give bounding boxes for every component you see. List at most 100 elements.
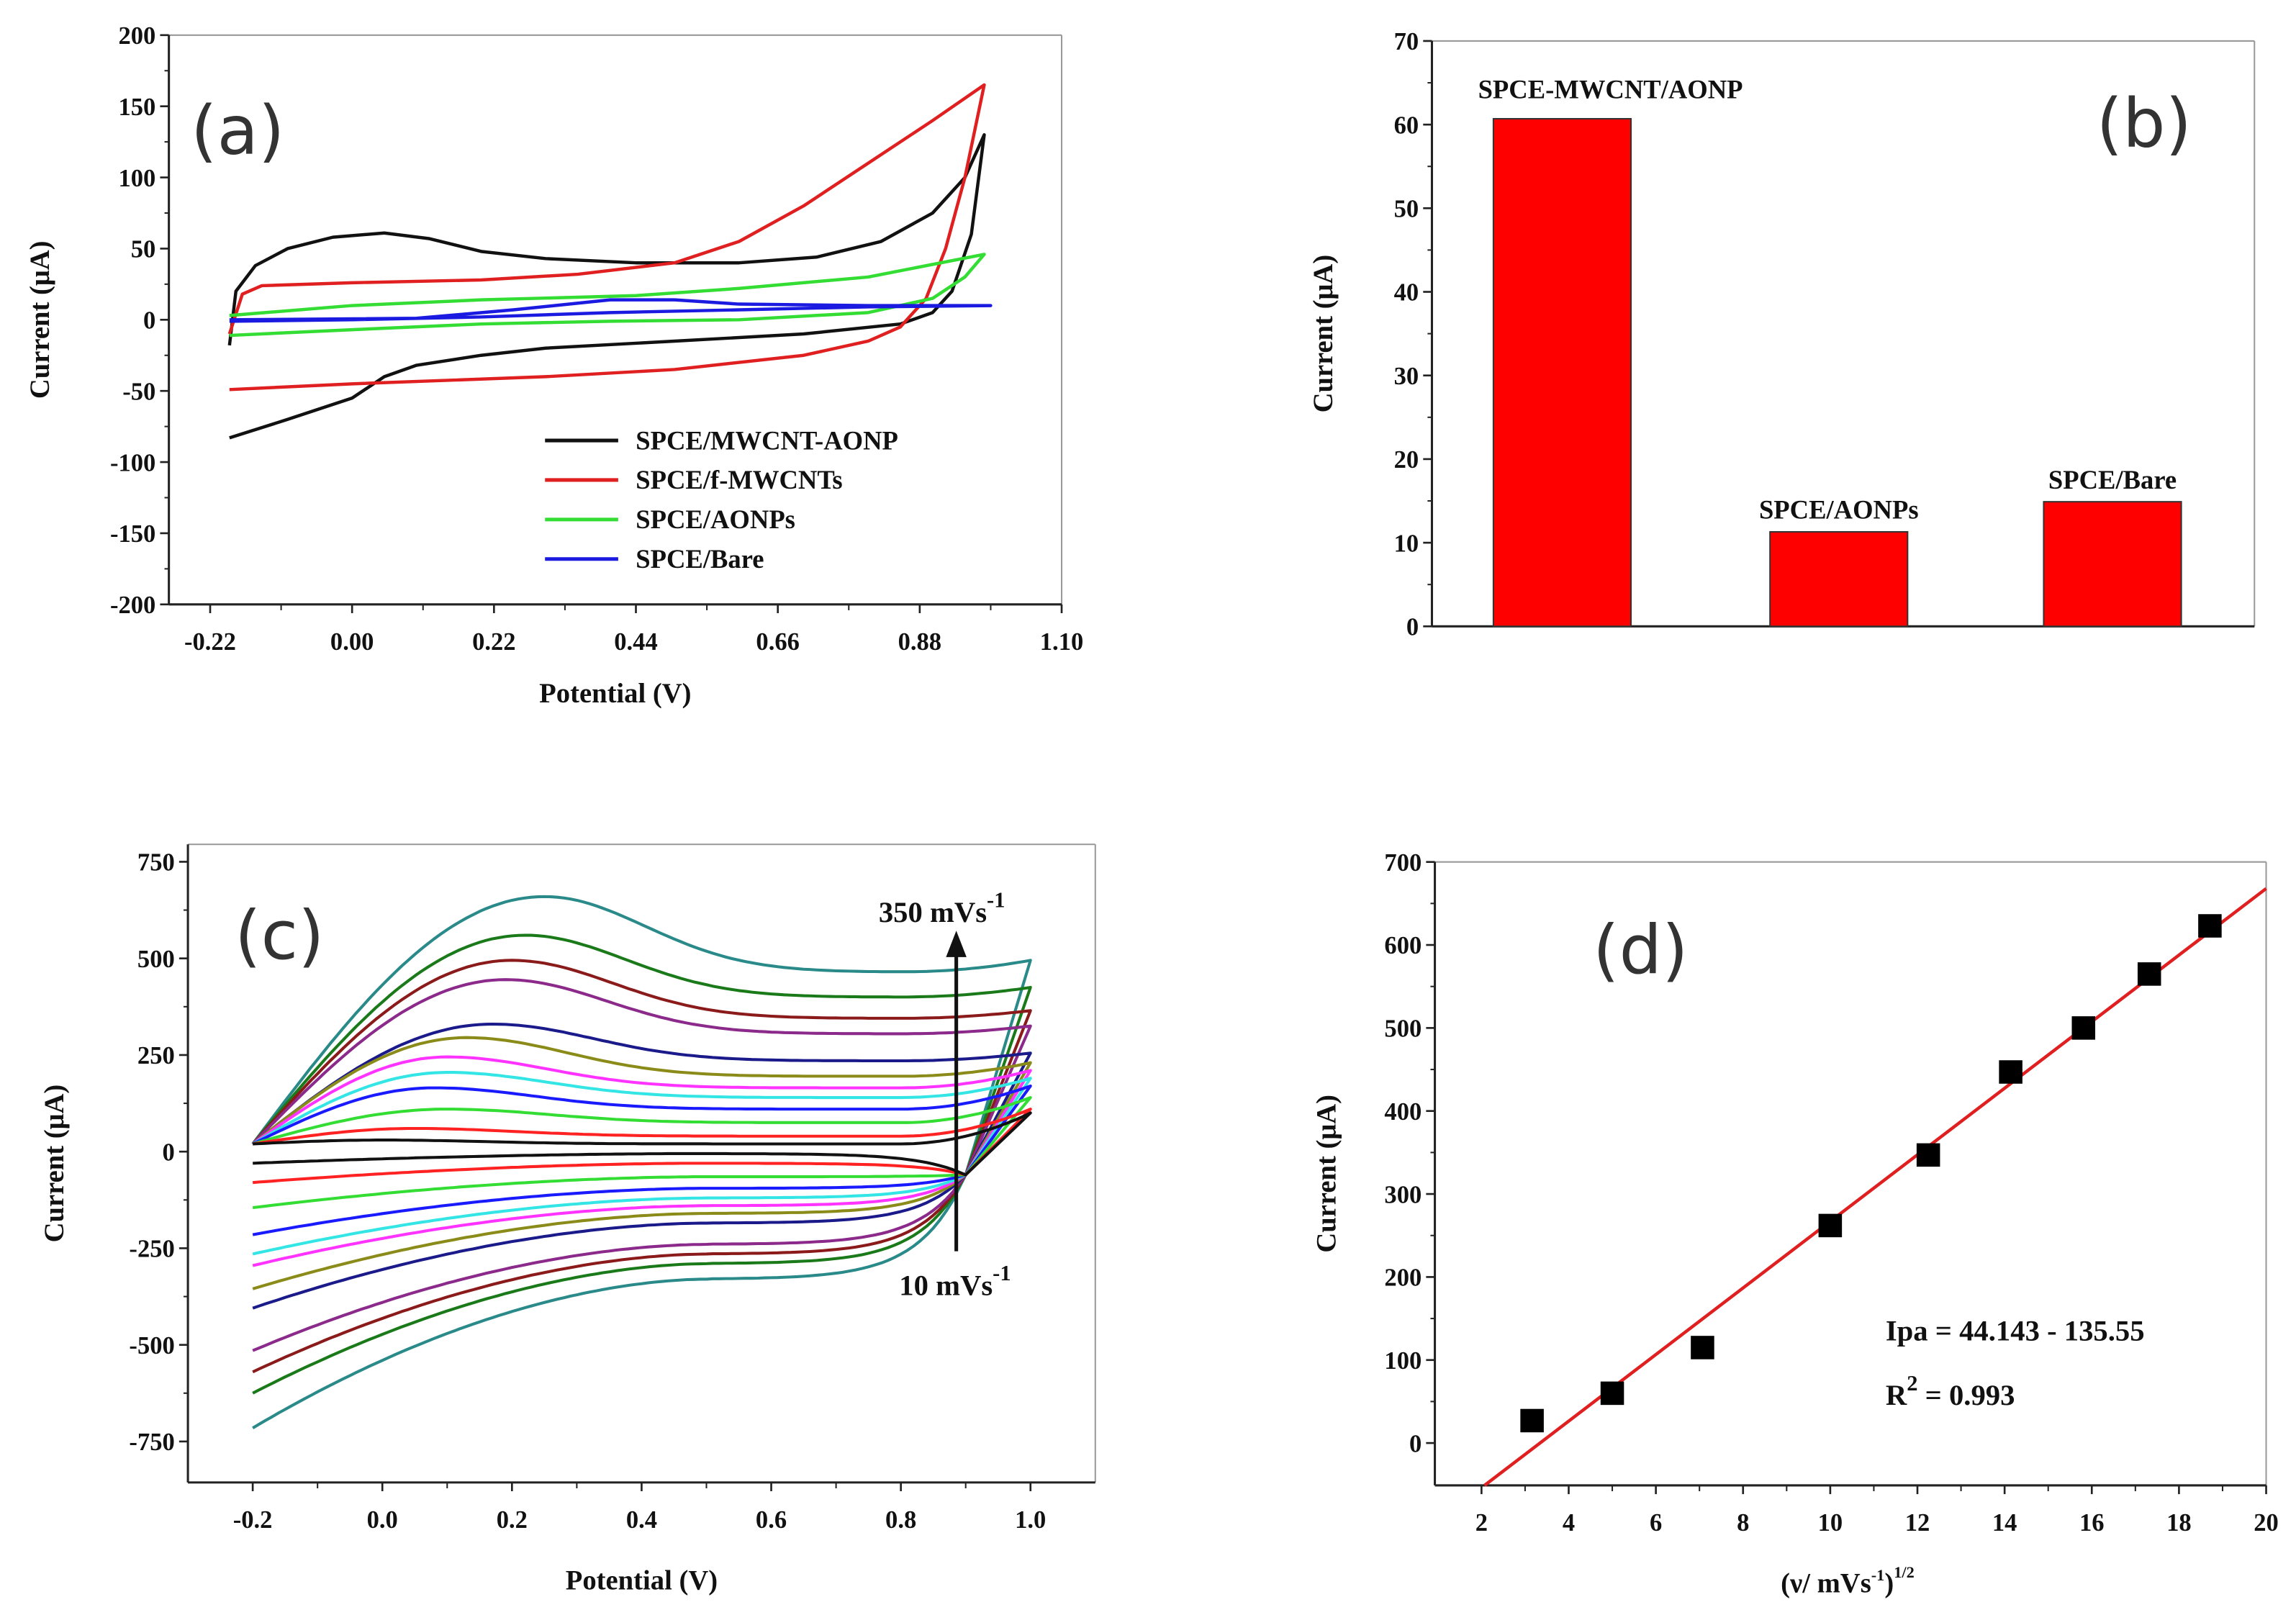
r2-superscript: 2 bbox=[1907, 1371, 1917, 1395]
y-tick-label: 600 bbox=[1384, 932, 1422, 959]
x-tick-label: 0.6 bbox=[756, 1506, 787, 1534]
y-tick-label: 20 bbox=[1394, 446, 1419, 474]
y-axis-label: Current (μA) bbox=[1309, 255, 1339, 413]
y-tick-label: 200 bbox=[119, 22, 156, 50]
y-tick-label: 250 bbox=[137, 1042, 175, 1069]
x-tick-label: 14 bbox=[1992, 1509, 2017, 1537]
y-tick-label: -100 bbox=[110, 449, 155, 476]
y-tick-label: 150 bbox=[119, 94, 156, 121]
annotation-text: 350 mVs bbox=[879, 896, 987, 928]
annotation-text: 10 mVs bbox=[899, 1270, 993, 1302]
y-tick-label: 400 bbox=[1384, 1098, 1422, 1126]
y-tick-label: 0 bbox=[143, 307, 155, 335]
y-axis-label: Current (μA) bbox=[40, 1085, 70, 1243]
y-tick-label: -750 bbox=[129, 1429, 174, 1456]
panel-d-linear-fit: 0 100 200 300 400 500 600 700 2 4 6 8 10 12 14 16 18 20 Cu… bbox=[1311, 849, 2279, 1598]
x-axis-label: Potential (V) bbox=[539, 679, 691, 709]
data-point bbox=[1999, 1060, 2022, 1084]
cv-curve-8 bbox=[252, 1071, 1032, 1256]
panel-label: (d) bbox=[1593, 911, 1688, 990]
x-tick-label: 4 bbox=[1563, 1509, 1575, 1537]
x-axis-label: (ν/ mVs-1)1/2 bbox=[1781, 1563, 1915, 1598]
y-tick-label: -250 bbox=[129, 1236, 174, 1263]
cv-curve-11 bbox=[252, 1108, 1032, 1185]
y-tick-label: -200 bbox=[110, 592, 155, 619]
y-tick-label: 70 bbox=[1394, 28, 1419, 55]
x-tick-label: 1.10 bbox=[1040, 628, 1083, 656]
cv-curve-7 bbox=[251, 1055, 1032, 1267]
x-tick-label: 0.8 bbox=[885, 1506, 916, 1534]
y-tick-label: 0 bbox=[162, 1139, 174, 1166]
x-tick-label: 18 bbox=[2166, 1509, 2192, 1537]
data-point bbox=[1916, 1143, 1940, 1167]
r2-text: R bbox=[1886, 1379, 1907, 1411]
y-tick-label: 700 bbox=[1384, 849, 1422, 877]
y-tick-label: 50 bbox=[1394, 196, 1419, 223]
cv-curve-9 bbox=[252, 1084, 1032, 1236]
y-tick-label: 500 bbox=[137, 946, 175, 973]
x-tick-label: 0.0 bbox=[367, 1506, 398, 1534]
x-tick-label: 0.00 bbox=[330, 628, 374, 656]
y-tick-label: 750 bbox=[137, 849, 175, 877]
bar bbox=[2043, 501, 2182, 628]
y-tick-label: 60 bbox=[1394, 112, 1419, 139]
panel-c-scan-rate-voltammograms: -750 -500 -250 0 250 500 750 -0.2 0.0 0.2 0.4 0.6 0.… bbox=[40, 843, 1096, 1596]
bar-label: SPCE/AONPs bbox=[1759, 495, 1919, 525]
x-tick-label: 16 bbox=[2079, 1509, 2105, 1537]
data-point bbox=[2071, 1016, 2096, 1040]
bar bbox=[1492, 117, 1632, 628]
panel-a-cyclic-voltammogram: -200 -150 -100 -50 0 50 100 150 200 -0.22 0.00 0.22… bbox=[25, 22, 1083, 709]
y-tick-label: -500 bbox=[129, 1332, 174, 1359]
legend-label: SPCE/AONPs bbox=[636, 504, 795, 534]
r-squared: R2 = 0.993 bbox=[1886, 1371, 2015, 1411]
panel-label: (b) bbox=[2097, 84, 2192, 163]
x-label-text: ) bbox=[1884, 1568, 1894, 1598]
arrow-head-icon bbox=[946, 931, 967, 957]
legend-label: SPCE/Bare bbox=[636, 544, 764, 574]
cv-curve-1 bbox=[251, 895, 1032, 1429]
cv-curve-2 bbox=[251, 933, 1032, 1395]
data-point bbox=[1520, 1408, 1544, 1433]
x-tick-label: 10 bbox=[1818, 1509, 1843, 1537]
annotation-superscript: -1 bbox=[987, 888, 1005, 913]
cv-curve-4 bbox=[251, 978, 1032, 1352]
y-tick-label: 40 bbox=[1394, 279, 1419, 307]
panel-label: (a) bbox=[191, 92, 284, 171]
y-tick-label: 30 bbox=[1394, 363, 1419, 390]
data-point bbox=[2137, 962, 2161, 986]
x-tick-label: 8 bbox=[1737, 1509, 1749, 1537]
series-line-spce-f-mwcnts bbox=[227, 83, 986, 392]
x-label-superscript: 1/2 bbox=[1894, 1563, 1915, 1581]
series-line-spce-bare bbox=[229, 298, 993, 323]
y-tick-label: -150 bbox=[110, 520, 155, 548]
x-tick-label: 0.88 bbox=[898, 628, 941, 656]
cv-curve-5 bbox=[251, 1022, 1032, 1310]
series-line-spce-mwcnt-aonp bbox=[227, 133, 986, 440]
data-point bbox=[1600, 1381, 1624, 1406]
r2-text: = 0.993 bbox=[1917, 1379, 2015, 1411]
x-tick-label: 1.0 bbox=[1015, 1506, 1046, 1534]
y-tick-label: 100 bbox=[119, 165, 156, 192]
data-point bbox=[2198, 914, 2222, 938]
x-tick-label: 2 bbox=[1475, 1509, 1488, 1537]
y-tick-label: 100 bbox=[1384, 1347, 1422, 1375]
x-tick-label: 0.4 bbox=[626, 1506, 657, 1534]
x-tick-label: 0.2 bbox=[497, 1506, 528, 1534]
y-axis-label: Current (μA) bbox=[25, 240, 55, 399]
y-tick-label: 0 bbox=[1406, 614, 1419, 641]
y-tick-label: 300 bbox=[1384, 1181, 1422, 1208]
x-tick-label: 20 bbox=[2254, 1509, 2279, 1537]
legend-label: SPCE/f-MWCNTs bbox=[636, 465, 842, 494]
y-tick-label: -50 bbox=[122, 378, 155, 405]
x-tick-label: 12 bbox=[1905, 1509, 1930, 1537]
bar-label: SPCE/Bare bbox=[2048, 465, 2177, 494]
y-axis-label: Current (μA) bbox=[1311, 1095, 1342, 1253]
cv-curve-10 bbox=[252, 1096, 1032, 1210]
y-tick-label: 500 bbox=[1384, 1015, 1422, 1043]
bar-label: SPCE-MWCNT/AONP bbox=[1478, 75, 1743, 104]
y-tick-label: 10 bbox=[1394, 530, 1419, 557]
cv-curve-12 bbox=[253, 1111, 1032, 1177]
panel-label: (c) bbox=[235, 897, 324, 975]
x-axis-label: Potential (V) bbox=[566, 1565, 718, 1596]
